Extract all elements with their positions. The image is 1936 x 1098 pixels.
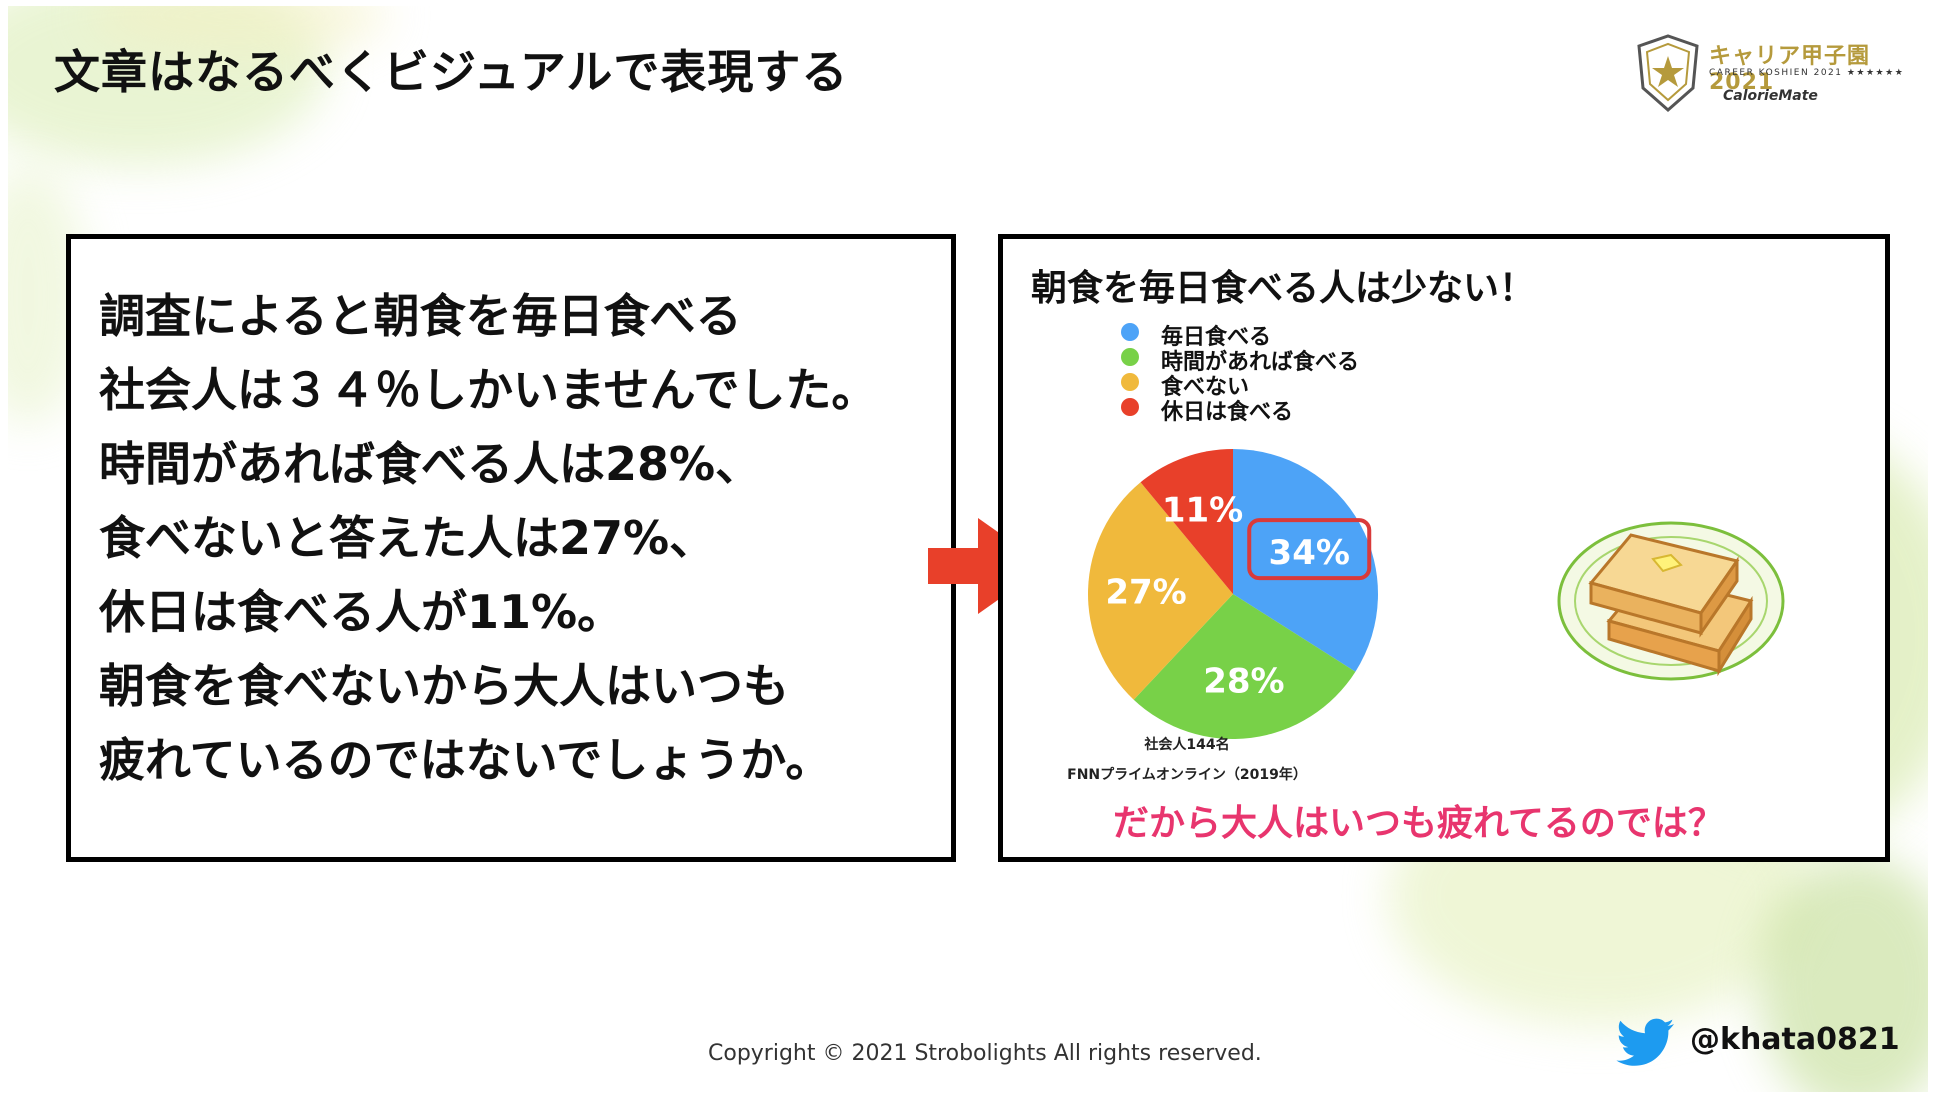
body-line: 休日は食べる人が11%。 [99, 585, 624, 639]
body-line: 疲れているのではないでしょうか。 [99, 733, 832, 787]
body-line: 朝食を食べないから大人はいつも [99, 659, 789, 713]
legend-swatch [1121, 398, 1139, 416]
logo-title: キャリア甲子園2021 [1709, 44, 1871, 95]
pie-slice [1233, 449, 1378, 672]
emblem-icon [1637, 34, 1699, 112]
chart-box: 朝食を毎日食べる人は少ない！ 毎日食べる 時間があれば食べる 食べない 休日は食べる … [998, 234, 1890, 862]
slice-label: 34% [1269, 533, 1350, 573]
body-line: 調査によると朝食を毎日食べる [99, 289, 742, 343]
right-arrow-icon [928, 518, 1046, 614]
slide-title: 文章はなるべくビジュアルで表現する [54, 45, 849, 99]
chart-tagline: だから大人はいつも疲れてるのでは？ [1113, 803, 1724, 844]
toast-illustration [1557, 521, 1785, 681]
legend-swatch [1121, 373, 1139, 391]
slice-label: 27% [1105, 572, 1186, 612]
body-line: 食べないと答えた人は27%、 [99, 511, 716, 565]
body-line: 社会人は３４％しかいませんでした。 [99, 363, 878, 417]
body-text: 調査によると朝食を毎日食べる社会人は３４％しかいませんでした。 時間があれば食べる… [99, 279, 877, 797]
slice-label: 11% [1162, 490, 1243, 530]
highlight-box [1247, 518, 1372, 581]
slice-label: 28% [1203, 661, 1284, 701]
body-line: 時間があれば食べる人は28%、 [99, 437, 762, 491]
logo-subtitle: CAREER KOSHIEN 2021 ★★★★★★ [1709, 68, 1905, 78]
legend-label: 毎日食べる [1161, 325, 1272, 350]
sample-note: 社会人144名 [1144, 737, 1230, 753]
legend-label: 食べない [1161, 375, 1250, 400]
source-note: FNNプライムオンライン（2019年） [1067, 767, 1307, 783]
legend-swatch [1121, 323, 1139, 341]
copyright-text: Copyright © 2021 Strobolights All rights… [708, 1041, 1262, 1066]
pie-slice [1133, 594, 1356, 739]
background-wash [1758, 856, 1928, 1092]
sponsor-logo: CalorieMate [1723, 88, 1818, 104]
legend-label: 休日は食べる [1161, 400, 1294, 425]
pie-slice [1088, 482, 1233, 700]
legend-label: 時間があれば食べる [1161, 350, 1360, 375]
handle-text: @khata0821 [1690, 1022, 1900, 1057]
text-box: 調査によると朝食を毎日食べる社会人は３４％しかいませんでした。 時間があれば食べる… [66, 234, 956, 862]
twitter-bird-icon [1616, 1018, 1674, 1066]
pie-chart: 34% 28% 27% 11% [1088, 449, 1378, 739]
legend-swatch [1121, 348, 1139, 366]
chart-title: 朝食を毎日食べる人は少ない！ [1031, 268, 1536, 309]
slide: 文章はなるべくビジュアルで表現する キャリア甲子園2021 CAREER KOS… [8, 6, 1928, 1092]
career-koshien-logo: キャリア甲子園2021 CAREER KOSHIEN 2021 ★★★★★★ C… [1633, 32, 1913, 116]
pie-slice [1140, 449, 1233, 594]
